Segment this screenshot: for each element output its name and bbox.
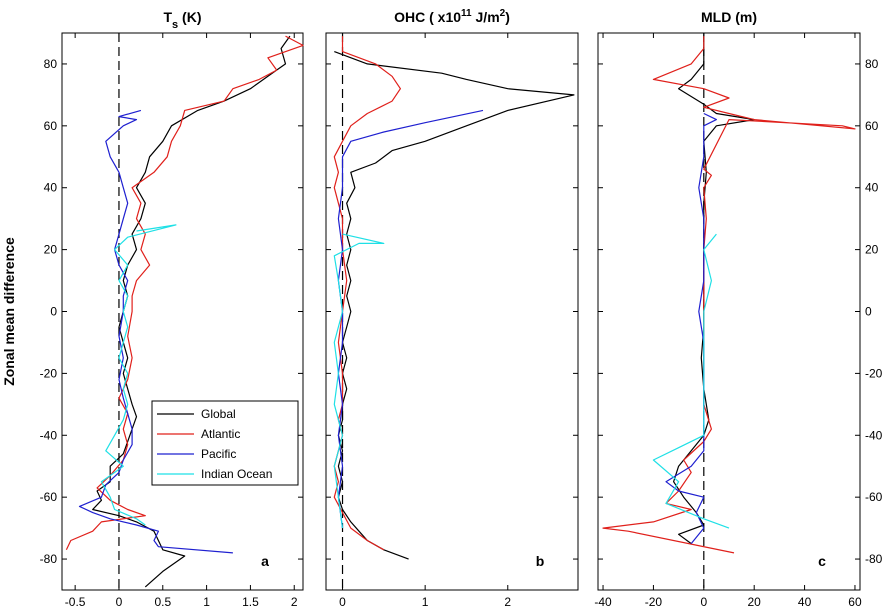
y-tick-label-right: -60 xyxy=(865,490,883,504)
legend-label: Indian Ocean xyxy=(201,467,272,481)
legend-label: Atlantic xyxy=(201,427,240,441)
series-line-indian-ocean xyxy=(100,224,177,526)
y-tick-label-right: 0 xyxy=(865,305,872,319)
y-tick-label-right: 20 xyxy=(865,243,879,257)
y-tick-label-right: 80 xyxy=(865,57,879,71)
x-tick-label: 0 xyxy=(700,595,707,606)
panel-1: -0.5 0 0.5 1 1.5 2 -80 -60 -40 -20 0 20 40 60 80 a xyxy=(40,32,304,606)
y-tick-label: 40 xyxy=(44,181,58,195)
legend-label: Global xyxy=(201,407,236,421)
legend: Global Atlantic Pacific Indian Ocean xyxy=(151,400,299,486)
y-tick-label-right: -20 xyxy=(865,366,883,380)
x-tick-label: 2 xyxy=(291,595,298,606)
y-tick-label-right: -80 xyxy=(865,552,883,566)
panel-2: 0 1 2 b xyxy=(325,32,579,606)
x-tick-label: 0.5 xyxy=(154,595,171,606)
x-tick-label: 60 xyxy=(848,595,862,606)
x-tick-label: -40 xyxy=(594,595,612,606)
y-tick-label: -40 xyxy=(40,428,58,442)
y-tick-label: -80 xyxy=(40,552,58,566)
series-line-atlantic xyxy=(65,35,304,551)
plot-frame xyxy=(61,32,304,591)
y-tick-label: 80 xyxy=(44,57,58,71)
x-tick-label: 0 xyxy=(116,595,123,606)
panel-title-b: OHC ( x1011 J/m2) xyxy=(394,8,510,25)
y-tick-label-right: -40 xyxy=(865,428,883,442)
y-tick-label-right: 60 xyxy=(865,119,879,133)
series-line-indian-ocean xyxy=(333,233,385,529)
legend-box xyxy=(151,400,299,486)
y-tick-label: -60 xyxy=(40,490,58,504)
series-line-indian-ocean xyxy=(652,233,730,529)
panel-label: a xyxy=(261,553,269,569)
panel-3: -40 -20 0 20 40 60 -80 -60 -40 -20 0 20 40 60 80 c xyxy=(594,32,883,606)
y-tick-label: 0 xyxy=(50,305,57,319)
panel-title-a: Ts (K) xyxy=(163,9,201,31)
panel-label: b xyxy=(536,553,545,569)
series-line-global xyxy=(334,51,575,560)
x-tick-label: -0.5 xyxy=(65,595,86,606)
x-tick-label: 0 xyxy=(339,595,346,606)
x-tick-label: 20 xyxy=(748,595,762,606)
legend-label: Pacific xyxy=(201,447,236,461)
y-tick-label: 60 xyxy=(44,119,58,133)
plot-frame xyxy=(597,32,861,591)
plot-frame xyxy=(325,32,579,591)
x-tick-label: 2 xyxy=(504,595,511,606)
y-axis-label: Zonal mean difference xyxy=(1,237,17,386)
y-tick-label: -20 xyxy=(40,366,58,380)
y-tick-label-right: 40 xyxy=(865,181,879,195)
x-tick-label: 1 xyxy=(203,595,210,606)
x-tick-label: 1.5 xyxy=(242,595,259,606)
y-tick-label: 20 xyxy=(44,243,58,257)
panel-label: c xyxy=(818,553,826,569)
panel-title-c: MLD (m) xyxy=(701,9,757,25)
x-tick-label: 1 xyxy=(422,595,429,606)
x-tick-label: -20 xyxy=(645,595,663,606)
x-tick-label: 40 xyxy=(798,595,812,606)
series-line-pacific xyxy=(78,109,233,554)
